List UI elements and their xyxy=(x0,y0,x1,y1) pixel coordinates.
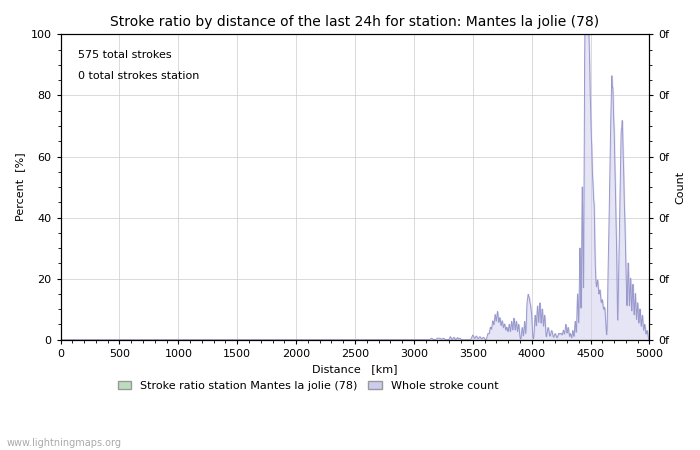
Text: www.lightningmaps.org: www.lightningmaps.org xyxy=(7,438,122,448)
Title: Stroke ratio by distance of the last 24h for station: Mantes la jolie (78): Stroke ratio by distance of the last 24h… xyxy=(111,15,600,29)
Y-axis label: Percent  [%]: Percent [%] xyxy=(15,153,25,221)
Legend: Stroke ratio station Mantes la jolie (78), Whole stroke count: Stroke ratio station Mantes la jolie (78… xyxy=(113,376,503,395)
X-axis label: Distance   [km]: Distance [km] xyxy=(312,364,398,374)
Text: 0 total strokes station: 0 total strokes station xyxy=(78,71,200,81)
Text: 575 total strokes: 575 total strokes xyxy=(78,50,172,59)
Y-axis label: Count: Count xyxy=(675,171,685,203)
